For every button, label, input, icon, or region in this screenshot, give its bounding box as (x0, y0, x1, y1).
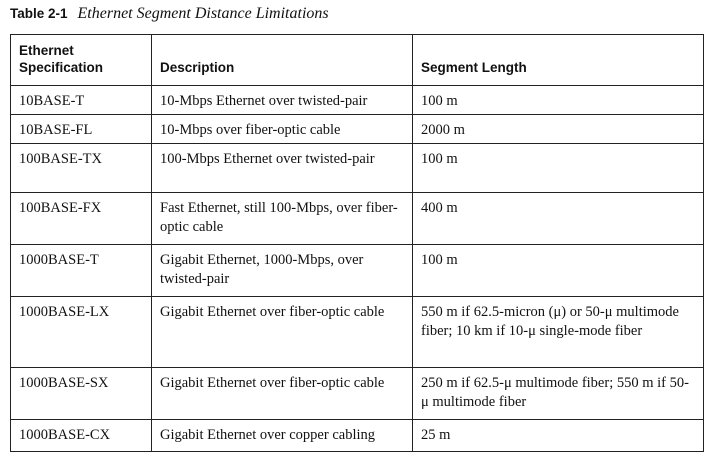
length-cell: 100 m (412, 143, 704, 193)
spec-cell: 1000BASE-CX (10, 419, 152, 452)
length-cell: 250 m if 62.5-μ multimode fiber; 550 m i… (412, 367, 704, 420)
table-row: 1000BASE-CX Gigabit Ethernet over copper … (10, 419, 704, 452)
description-cell: 10-Mbps over fiber-optic cable (151, 114, 413, 144)
spec-cell: 1000BASE-SX (10, 367, 152, 420)
length-cell: 100 m (412, 244, 704, 297)
table-number: Table 2-1 (10, 6, 68, 21)
table-row: 10BASE-FL 10-Mbps over fiber-optic cable 2… (10, 114, 704, 144)
length-cell: 400 m (412, 192, 704, 245)
description-cell: 10-Mbps Ethernet over twisted-pair (151, 85, 413, 115)
spec-cell: 10BASE-T (10, 85, 152, 115)
header-length: Segment Length (412, 34, 704, 86)
spec-cell: 10BASE-FL (10, 114, 152, 144)
length-cell: 2000 m (412, 114, 704, 144)
length-cell: 100 m (412, 85, 704, 115)
spec-cell: 1000BASE-T (10, 244, 152, 297)
ethernet-distance-table: Ethernet Specification Description Segme… (10, 34, 704, 452)
table-caption: Table 2-1 Ethernet Segment Distance Limit… (10, 5, 329, 23)
description-cell: Gigabit Ethernet over copper cabling (151, 419, 413, 452)
table-row: 10BASE-T 10-Mbps Ethernet over twisted-pa… (10, 85, 704, 115)
description-cell: Gigabit Ethernet, 1000-Mbps, over twiste… (151, 244, 413, 297)
description-cell: Gigabit Ethernet over fiber-optic cable (151, 367, 413, 420)
table-row: 100BASE-TX 100-Mbps Ethernet over twisted… (10, 143, 704, 193)
description-cell: Gigabit Ethernet over fiber-optic cable (151, 296, 413, 368)
spec-cell: 100BASE-TX (10, 143, 152, 193)
header-row: Ethernet Specification Description Segme… (10, 34, 704, 86)
table-row: 1000BASE-LX Gigabit Ethernet over fiber-o… (10, 296, 704, 368)
description-cell: Fast Ethernet, still 100-Mbps, over fibe… (151, 192, 413, 245)
length-cell: 550 m if 62.5-micron (μ) or 50-μ multimo… (412, 296, 704, 368)
table-row: 1000BASE-SX Gigabit Ethernet over fiber-o… (10, 367, 704, 420)
header-spec: Ethernet Specification (10, 34, 152, 86)
spec-cell: 1000BASE-LX (10, 296, 152, 368)
table-row: 100BASE-FX Fast Ethernet, still 100-Mbps,… (10, 192, 704, 245)
table-row: 1000BASE-T Gigabit Ethernet, 1000-Mbps, o… (10, 244, 704, 297)
table-title: Ethernet Segment Distance Limitations (77, 5, 329, 22)
spec-cell: 100BASE-FX (10, 192, 152, 245)
header-description: Description (151, 34, 413, 86)
description-cell: 100-Mbps Ethernet over twisted-pair (151, 143, 413, 193)
length-cell: 25 m (412, 419, 704, 452)
